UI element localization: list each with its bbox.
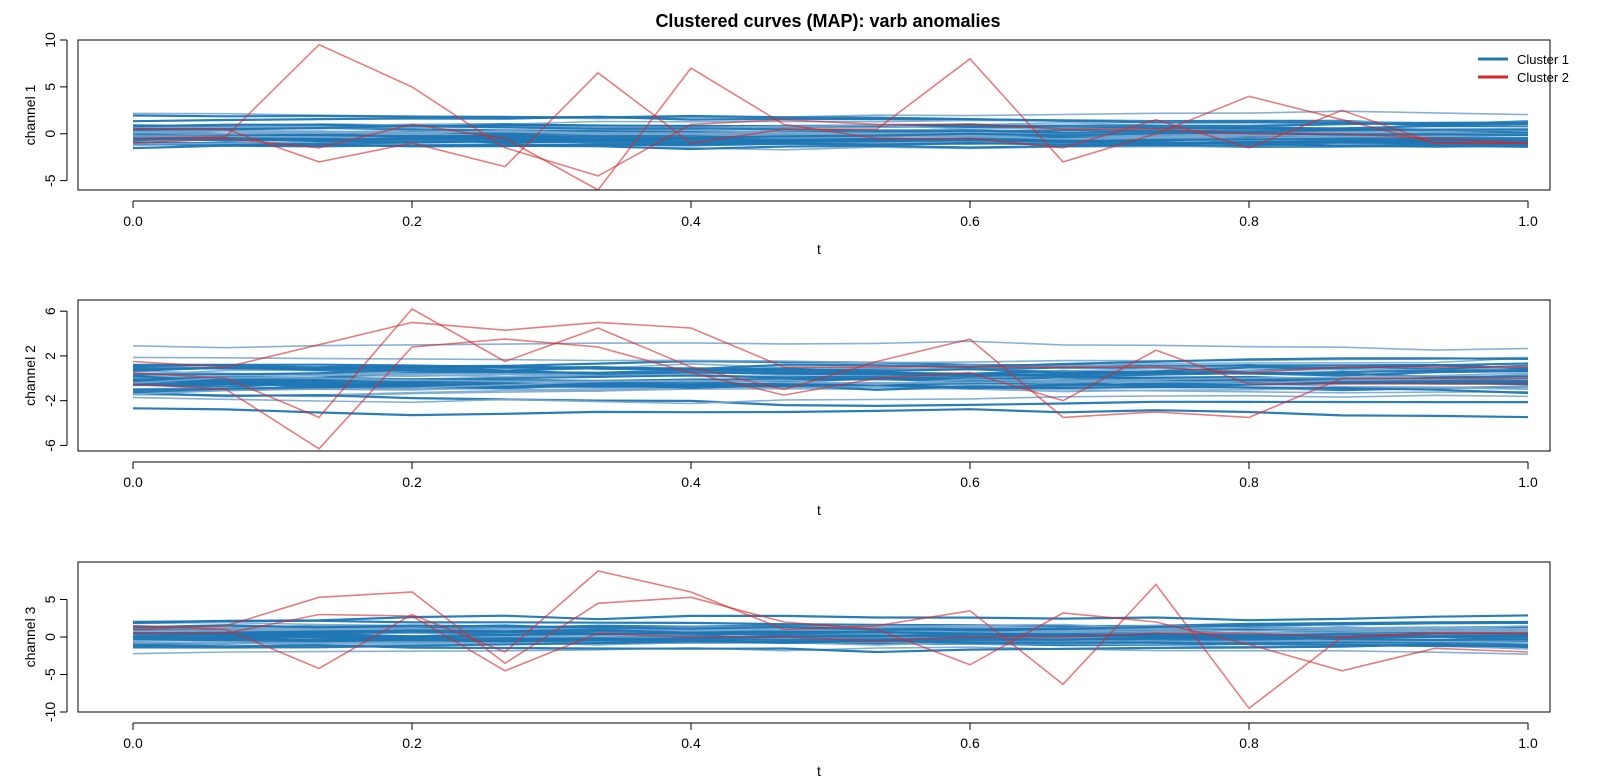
x-tick-label: 0.4 xyxy=(681,213,701,229)
panel-channel-3: 0.0 0.2 0.4 0.6 0.8 1.0 t -10 -5 0 5 channel 3 xyxy=(22,561,1551,779)
cluster-1-curve xyxy=(132,137,1529,147)
y-tick-label: -2 xyxy=(42,394,58,407)
cluster-2-curve xyxy=(132,591,1529,672)
curves xyxy=(132,307,1529,450)
y-axis-label: channel 2 xyxy=(22,345,38,406)
y-tick-label: -10 xyxy=(42,702,58,722)
x-tick-label: 0.4 xyxy=(681,474,701,490)
x-tick-label: 0.0 xyxy=(123,474,143,490)
x-tick-label: 0.2 xyxy=(402,213,422,229)
plot-frame xyxy=(77,561,1551,713)
x-axis-label: t xyxy=(817,241,821,257)
cluster-1-curve xyxy=(132,614,1529,624)
x-tick-label: 0.8 xyxy=(1239,735,1259,751)
x-tick-label: 1.0 xyxy=(1518,735,1538,751)
cluster-2-curve xyxy=(133,57,1528,168)
y-tick-label: 10 xyxy=(42,32,58,48)
cluster-2-curve xyxy=(133,613,1528,672)
cluster-2-curve xyxy=(132,570,1528,710)
cluster-2-curve xyxy=(132,43,1529,177)
cluster-1-curve xyxy=(132,136,1529,148)
x-tick-label: 0.8 xyxy=(1239,213,1259,229)
cluster-1-curve xyxy=(132,368,1529,378)
cluster-2-curve xyxy=(132,321,1528,374)
y-tick-label: 6 xyxy=(42,307,58,315)
cluster-1-curve xyxy=(132,357,1529,371)
y-tick-label: 5 xyxy=(42,595,58,603)
y-tick-label: 5 xyxy=(42,83,58,91)
y-tick-label: 0 xyxy=(42,130,58,138)
cluster-1-curve xyxy=(132,114,1529,127)
y-tick-label: -6 xyxy=(42,439,58,452)
cluster-1-curve xyxy=(132,115,1529,126)
curves xyxy=(132,570,1529,710)
cluster-1-curve xyxy=(132,362,1529,374)
y-tick-label: -5 xyxy=(42,174,58,187)
x-tick-label: 0.0 xyxy=(123,213,143,229)
x-tick-label: 0.6 xyxy=(960,213,980,229)
cluster-1-curve xyxy=(132,407,1529,419)
cluster-1-curve xyxy=(132,392,1528,408)
chart-title: Clustered curves (MAP): varb anomalies xyxy=(655,11,1000,31)
y-axis-label: channel 1 xyxy=(22,84,38,145)
plot-frame xyxy=(77,39,1551,191)
x-axis-label: t xyxy=(817,502,821,518)
x-tick-label: 0.6 xyxy=(960,735,980,751)
legend-label: Cluster 2 xyxy=(1517,70,1569,85)
cluster-2-curve xyxy=(132,307,1528,419)
y-axis-label: channel 3 xyxy=(22,606,38,667)
x-tick-label: 0.4 xyxy=(681,735,701,751)
x-tick-label: 1.0 xyxy=(1518,474,1538,490)
cluster-1-curve xyxy=(132,394,1529,405)
cluster-1-curve xyxy=(132,363,1529,376)
y-tick-label: -5 xyxy=(42,668,58,681)
cluster-1-curve xyxy=(132,387,1529,398)
cluster-1-curve xyxy=(132,372,1529,386)
x-axis-label: t xyxy=(817,763,821,779)
legend-label: Cluster 1 xyxy=(1517,52,1569,67)
y-tick-label: 0 xyxy=(42,633,58,641)
x-tick-label: 0.2 xyxy=(402,474,422,490)
panel-channel-1: 0.0 0.2 0.4 0.6 0.8 1.0 t -5 0 5 10 channel 1 xyxy=(22,32,1551,257)
plot-frame xyxy=(77,299,1551,452)
panel-channel-2: 0.0 0.2 0.4 0.6 0.8 1.0 t -6 -2 2 6 channel 2 xyxy=(22,299,1551,518)
x-tick-label: 1.0 xyxy=(1518,213,1538,229)
cluster-1-curve xyxy=(132,619,1529,628)
cluster-2-curve xyxy=(132,338,1528,450)
x-tick-label: 0.6 xyxy=(960,474,980,490)
cluster-1-curve xyxy=(132,630,1529,640)
x-tick-label: 0.8 xyxy=(1239,474,1259,490)
cluster-1-curve xyxy=(132,639,1529,649)
x-tick-label: 0.2 xyxy=(402,735,422,751)
cluster-1-curve xyxy=(132,340,1529,351)
curves xyxy=(132,43,1529,190)
cluster-2-curve xyxy=(132,67,1528,190)
y-tick-label: 2 xyxy=(42,352,58,360)
legend: Cluster 1 Cluster 2 xyxy=(1478,52,1569,85)
x-tick-label: 0.0 xyxy=(123,735,143,751)
